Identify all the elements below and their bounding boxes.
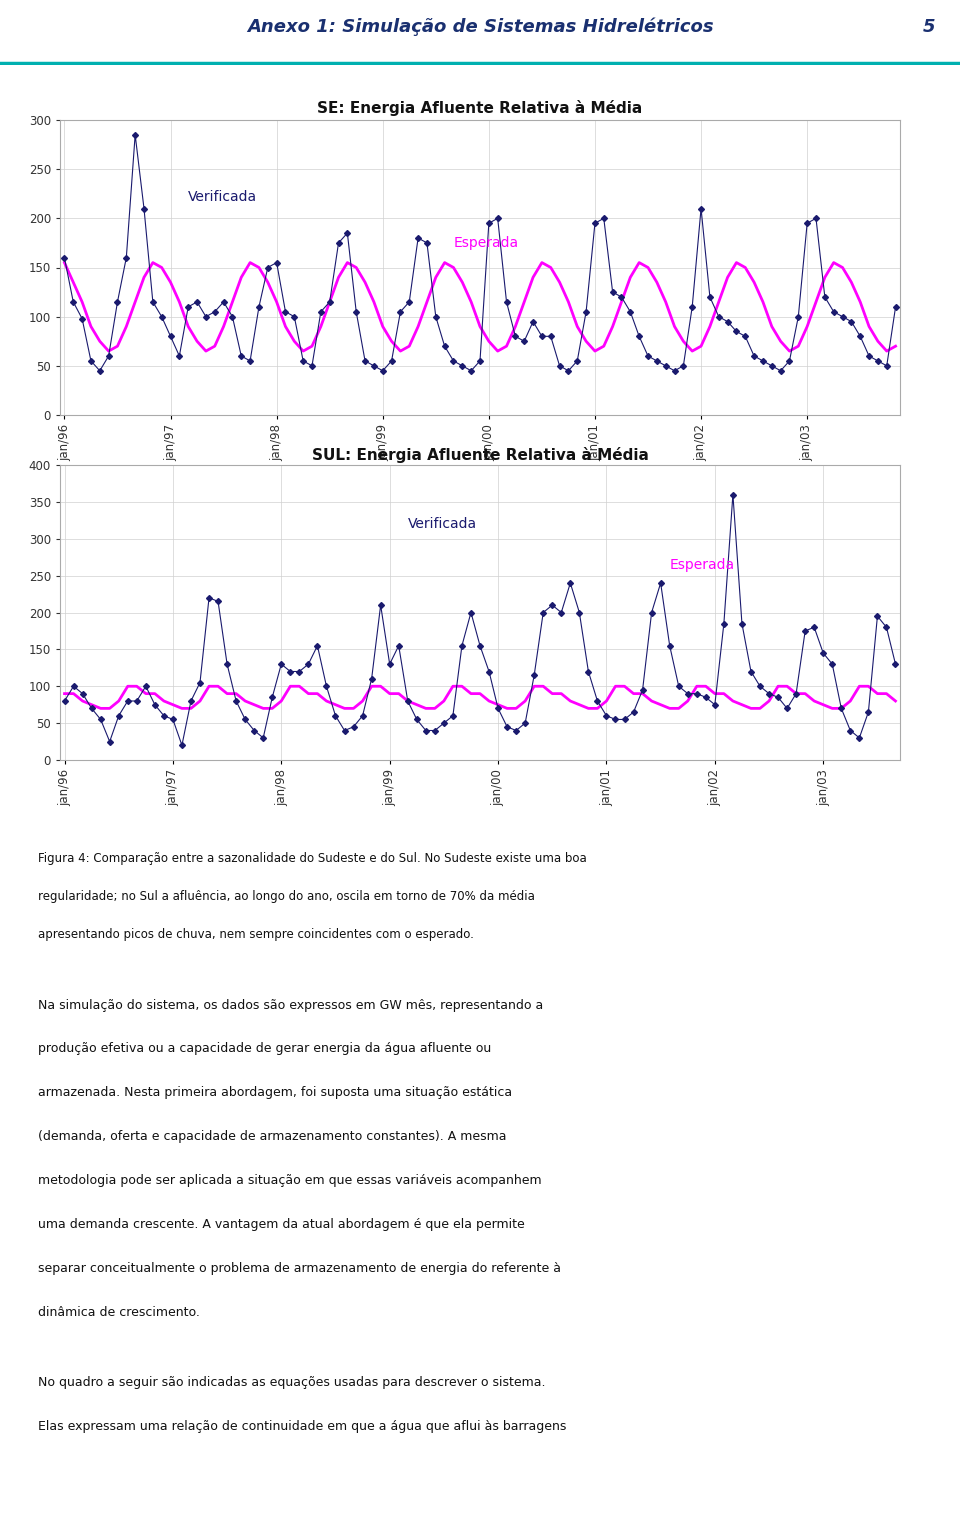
Text: armazenada. Nesta primeira abordagem, foi suposta uma situação estática: armazenada. Nesta primeira abordagem, fo… [38,1087,513,1099]
Text: SUL: Energia Afluente Relativa à Média: SUL: Energia Afluente Relativa à Média [312,446,648,463]
Text: Figura 4: Comparação entre a sazonalidade do Sudeste e do Sul. No Sudeste existe: Figura 4: Comparação entre a sazonalidad… [38,853,588,865]
Text: Verificada: Verificada [408,517,477,531]
Text: Esperada: Esperada [453,235,518,249]
Text: Esperada: Esperada [670,559,734,573]
Text: Anexo 1: Simulação de Sistemas Hidrelétricos: Anexo 1: Simulação de Sistemas Hidrelétr… [247,18,713,37]
Text: Elas expressam uma relação de continuidade em que a água que aflui às barragens: Elas expressam uma relação de continuida… [38,1419,566,1433]
Text: uma demanda crescente. A vantagem da atual abordagem é que ela permite: uma demanda crescente. A vantagem da atu… [38,1217,525,1231]
Text: 5: 5 [923,18,935,35]
Text: (demanda, oferta e capacidade de armazenamento constantes). A mesma: (demanda, oferta e capacidade de armazen… [38,1130,507,1143]
Text: apresentando picos de chuva, nem sempre coincidentes com o esperado.: apresentando picos de chuva, nem sempre … [38,928,474,940]
Text: produção efetiva ou a capacidade de gerar energia da água afluente ou: produção efetiva ou a capacidade de gera… [38,1042,492,1056]
Text: separar conceitualmente o problema de armazenamento de energia do referente à: separar conceitualmente o problema de ar… [38,1262,562,1274]
Text: dinâmica de crescimento.: dinâmica de crescimento. [38,1305,201,1319]
Text: Verificada: Verificada [188,189,257,203]
Text: metodologia pode ser aplicada a situação em que essas variáveis acompanhem: metodologia pode ser aplicada a situação… [38,1174,542,1187]
Text: SE: Energia Afluente Relativa à Média: SE: Energia Afluente Relativa à Média [318,100,642,115]
Text: Na simulação do sistema, os dados são expressos em GW mês, representando a: Na simulação do sistema, os dados são ex… [38,999,543,1011]
Text: No quadro a seguir são indicadas as equações usadas para descrever o sistema.: No quadro a seguir são indicadas as equa… [38,1376,546,1388]
Text: regularidade; no Sul a afluência, ao longo do ano, oscila em torno de 70% da méd: regularidade; no Sul a afluência, ao lon… [38,890,536,903]
